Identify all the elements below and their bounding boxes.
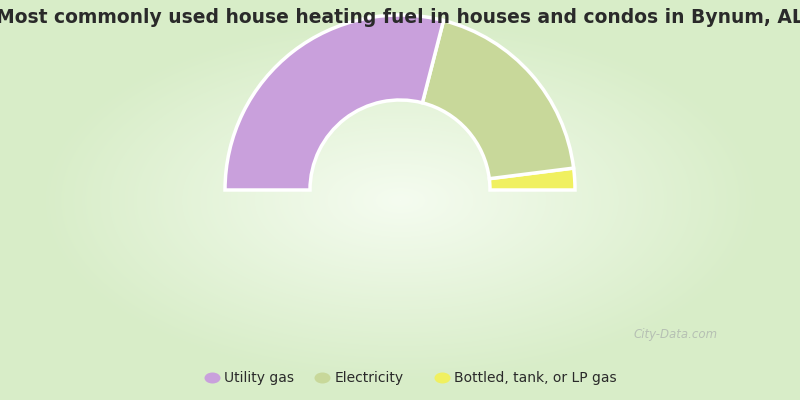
- Text: Electricity: Electricity: [334, 371, 404, 385]
- Ellipse shape: [314, 372, 330, 384]
- Ellipse shape: [205, 372, 221, 384]
- Wedge shape: [225, 15, 443, 190]
- Text: Most commonly used house heating fuel in houses and condos in Bynum, AL: Most commonly used house heating fuel in…: [0, 8, 800, 27]
- Wedge shape: [422, 20, 574, 179]
- Text: City-Data.com: City-Data.com: [634, 328, 718, 341]
- Text: Bottled, tank, or LP gas: Bottled, tank, or LP gas: [454, 371, 617, 385]
- Text: Utility gas: Utility gas: [225, 371, 294, 385]
- Wedge shape: [490, 168, 575, 190]
- Ellipse shape: [434, 372, 450, 384]
